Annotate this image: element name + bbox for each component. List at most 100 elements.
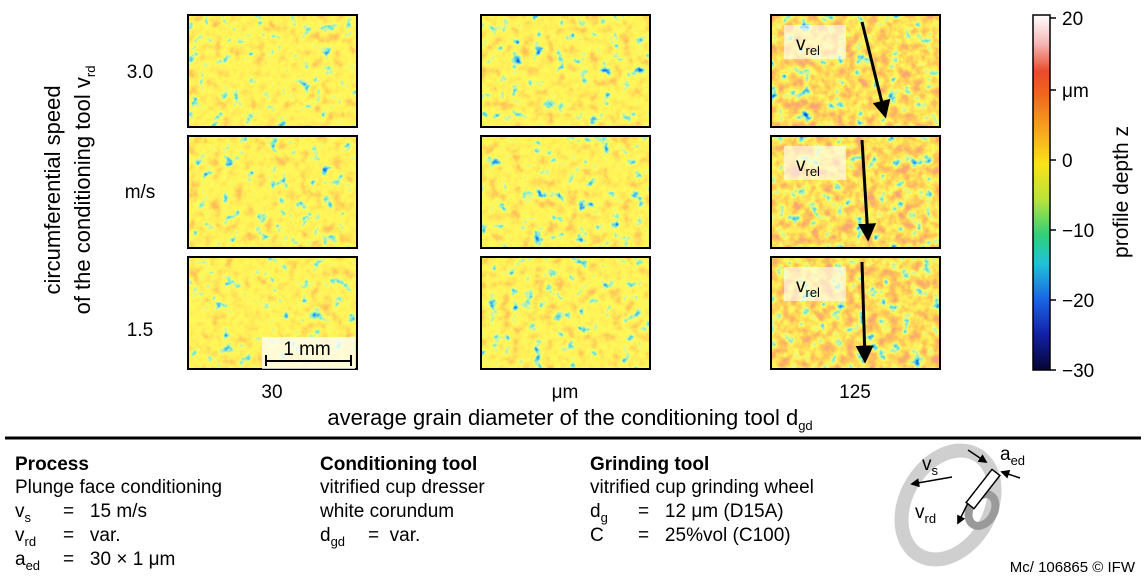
section-line: white corundum bbox=[319, 501, 454, 522]
row-label: m/s bbox=[125, 182, 156, 203]
text-part: v bbox=[15, 525, 25, 546]
subscript: rel bbox=[806, 43, 821, 58]
text-part: a bbox=[15, 549, 26, 570]
text-part: profile depth z bbox=[1110, 126, 1133, 258]
text-part: = var. bbox=[368, 525, 420, 546]
text-part: Plunge face conditioning bbox=[15, 477, 222, 498]
subscript: s bbox=[932, 463, 939, 478]
text-part: vitrified cup dresser bbox=[320, 477, 485, 498]
section-title: Grinding tool bbox=[590, 454, 709, 475]
subscript: s bbox=[25, 510, 32, 525]
subscript: rel bbox=[806, 164, 821, 179]
text-part: = 25%vol (C100) bbox=[638, 525, 791, 546]
text-part: 125 bbox=[839, 382, 871, 403]
symbol-value: = 15 m/s bbox=[63, 501, 147, 522]
text-part: μm bbox=[552, 382, 579, 403]
subscript: ed bbox=[1011, 453, 1025, 468]
panel-frame bbox=[480, 14, 651, 128]
subscript: rel bbox=[806, 285, 821, 300]
text-part: 30 bbox=[261, 382, 282, 403]
text-part: C bbox=[590, 525, 604, 546]
text-part: a bbox=[1000, 444, 1011, 465]
column-label: μm bbox=[552, 382, 579, 403]
vrel-label: vrel bbox=[796, 276, 820, 300]
panel-frame bbox=[770, 14, 941, 128]
section-line: vitrified cup dresser bbox=[320, 477, 485, 498]
vrel-label: vrel bbox=[796, 155, 820, 179]
surface-image bbox=[188, 136, 357, 248]
symbol-value: = 30 × 1 μm bbox=[63, 549, 175, 570]
footer: Mc/ 106865 © IFW bbox=[1010, 559, 1136, 576]
symbol-value: = 25%vol (C100) bbox=[638, 525, 791, 546]
surface-image bbox=[188, 15, 357, 127]
y-axis-title: circumferential speed bbox=[40, 85, 65, 294]
label-box bbox=[784, 146, 846, 180]
subscript: gd bbox=[798, 418, 812, 433]
text-part: of the conditioning tool v bbox=[70, 77, 95, 314]
symbol: dg bbox=[590, 501, 608, 525]
direction-arrow bbox=[855, 261, 874, 364]
subscript: rd bbox=[83, 66, 98, 78]
section-line: Plunge face conditioning bbox=[15, 477, 222, 498]
text-part: v bbox=[922, 454, 932, 475]
tool-sketch bbox=[894, 443, 1021, 567]
text-part: Mc/ 106865 © IFW bbox=[1010, 559, 1136, 576]
text-part: v bbox=[915, 502, 925, 523]
x-axis-title: average grain diameter of the conditioni… bbox=[327, 405, 812, 433]
sketch-label: vrd bbox=[915, 502, 936, 526]
text-part: Process bbox=[15, 454, 89, 475]
sketch-label: aed bbox=[1000, 444, 1025, 468]
colorbar-tick-label: −30 bbox=[1062, 361, 1094, 382]
text-part: = var. bbox=[63, 525, 121, 546]
label-box bbox=[784, 25, 846, 59]
text-part: 3.0 bbox=[127, 62, 153, 83]
surface-image bbox=[481, 15, 650, 127]
symbol: C bbox=[590, 525, 604, 546]
section-title: Conditioning tool bbox=[320, 454, 477, 475]
text-part: Grinding tool bbox=[590, 454, 709, 475]
subscript: rd bbox=[25, 534, 37, 549]
text-part: = 30 × 1 μm bbox=[63, 549, 175, 570]
text-part: average grain diameter of the conditioni… bbox=[327, 405, 798, 430]
text-part: 0 bbox=[1062, 151, 1073, 172]
surface-image bbox=[481, 257, 650, 369]
text-part: vitrified cup grinding wheel bbox=[590, 477, 814, 498]
symbol: vrd bbox=[15, 525, 36, 549]
text-part: μm bbox=[1062, 81, 1089, 102]
sketch-label: vs bbox=[922, 454, 939, 478]
colorbar-tick-label: μm bbox=[1062, 81, 1089, 102]
text-part: white corundum bbox=[319, 501, 454, 522]
text-part: −20 bbox=[1062, 291, 1094, 312]
symbol: dgd bbox=[320, 525, 345, 549]
subscript: gd bbox=[331, 534, 345, 549]
panel-frame bbox=[480, 256, 651, 370]
text-part: d bbox=[320, 525, 331, 546]
symbol-value: = var. bbox=[368, 525, 420, 546]
panel-frame bbox=[187, 135, 358, 249]
row-label: 3.0 bbox=[127, 62, 153, 83]
subscript: g bbox=[601, 510, 608, 525]
vrel-label: vrel bbox=[796, 34, 820, 58]
subscript: rd bbox=[925, 511, 937, 526]
y-axis-title: of the conditioning tool vrd bbox=[70, 66, 98, 315]
text-part: v bbox=[796, 34, 806, 55]
column-label: 125 bbox=[839, 382, 871, 403]
panel-frame bbox=[770, 135, 941, 249]
direction-arrow bbox=[858, 139, 877, 242]
row-label: 1.5 bbox=[127, 320, 153, 341]
text-part: v bbox=[15, 501, 25, 522]
text-part: v bbox=[796, 276, 806, 297]
symbol-value: = var. bbox=[63, 525, 121, 546]
symbol: aed bbox=[15, 549, 40, 573]
symbol: vs bbox=[15, 501, 32, 525]
text-part: −30 bbox=[1062, 361, 1094, 382]
surface-image bbox=[481, 136, 650, 248]
text-part: = 15 m/s bbox=[63, 501, 147, 522]
section-line: vitrified cup grinding wheel bbox=[590, 477, 814, 498]
colorbar bbox=[1032, 14, 1051, 371]
colorbar-title: profile depth z bbox=[1110, 126, 1133, 258]
text-part: −10 bbox=[1062, 221, 1094, 242]
text-part: m/s bbox=[125, 182, 156, 203]
text-part: d bbox=[590, 501, 601, 522]
